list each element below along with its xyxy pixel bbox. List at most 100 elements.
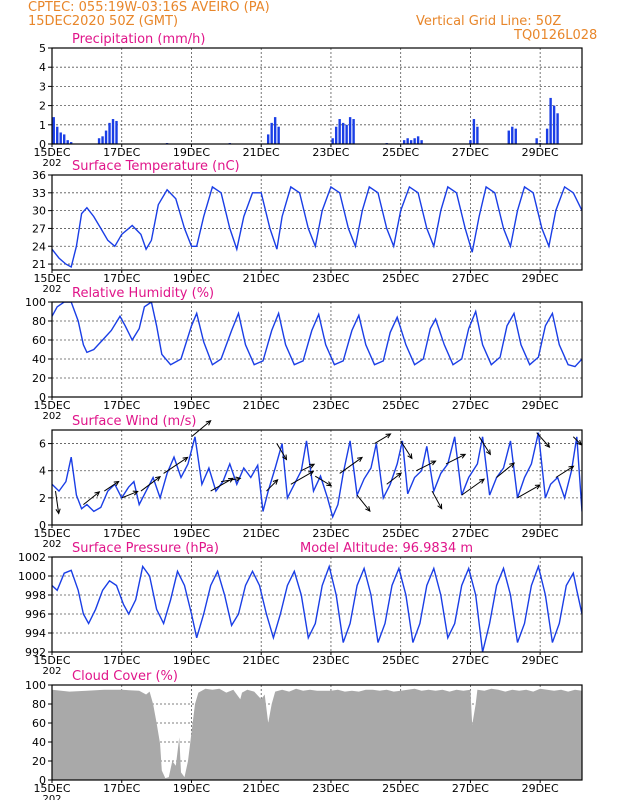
precip-bar (476, 126, 479, 144)
rh-xtick-label: 27DEC (452, 399, 489, 412)
pres-year-fragment: 202 (42, 666, 61, 677)
precip-ytick-label: 0 (39, 138, 46, 151)
wind-arrow-head (357, 456, 363, 463)
precip-bar (104, 130, 108, 144)
temp-xtick-label: 17DEC (103, 272, 140, 285)
wind-xtick-label: 15DEC (33, 527, 70, 540)
cloud-data (52, 688, 582, 780)
cloud-xtick-label: 23DEC (312, 782, 349, 795)
wind-arrow-head (235, 476, 242, 482)
pres-panel (48, 556, 583, 655)
temp-title: Surface Temperature (nC) (72, 159, 240, 174)
temp-xtick-label: 27DEC (452, 272, 489, 285)
precip-bar (277, 126, 280, 144)
wind-year-fragment: 202 (42, 539, 61, 550)
precip-bar (115, 120, 118, 144)
rh-xtick-label: 15DEC (33, 399, 70, 412)
wind-arrow (163, 457, 188, 474)
precip-xtick-label: 21DEC (243, 146, 280, 159)
cloud-xtick-label: 27DEC (452, 782, 489, 795)
precip-bar (108, 122, 111, 144)
rh-xtick-label: 17DEC (103, 399, 140, 412)
wind-arrow-head (430, 460, 437, 466)
cloud-xtick-label: 17DEC (103, 782, 140, 795)
wind-arrow (83, 491, 100, 506)
pres-xtick-label: 21DEC (243, 654, 280, 667)
precip-xtick-label: 15DEC (33, 146, 70, 159)
temp-ytick-label: 36 (32, 169, 46, 182)
precip-bar (66, 140, 69, 144)
precip-bar (266, 134, 270, 144)
precip-ytick-label: 2 (39, 100, 46, 113)
wind-xtick-label: 27DEC (452, 527, 489, 540)
precip-title: Precipitation (mm/h) (72, 32, 205, 47)
precip-bar (97, 138, 101, 144)
pres-xtick-label: 27DEC (452, 654, 489, 667)
header-run-id: TQ0126L028 (514, 28, 598, 43)
wind-arrow-head (326, 481, 333, 487)
wind-arrow-head (385, 433, 392, 439)
precip-bar (420, 140, 423, 144)
wind-ytick-label: 0 (39, 519, 46, 532)
precip-bar (545, 128, 549, 144)
precip-bar (556, 113, 559, 144)
pres-xtick-label: 25DEC (382, 654, 419, 667)
cloud-year-fragment: 202 (42, 794, 61, 800)
cloud-xtick-label: 19DEC (173, 782, 210, 795)
precip-xtick-label: 29DEC (522, 146, 559, 159)
rh-ytick-label: 100 (25, 296, 46, 309)
rh-line (52, 302, 582, 368)
wind-arrow-head (460, 453, 467, 459)
wind-line (52, 432, 582, 520)
temp-ytick-label: 33 (32, 187, 46, 200)
cloud-xtick-label: 29DEC (522, 782, 559, 795)
wind-arrow (572, 436, 582, 446)
wind-panel (48, 420, 583, 528)
cloud-frame (51, 684, 583, 781)
precip-bar (348, 117, 352, 144)
wind-arrow-head (132, 490, 139, 496)
wind-xtick-label: 21DEC (243, 527, 280, 540)
wind-arrow (416, 460, 436, 472)
wind-arrow (191, 420, 211, 438)
precip-bar (406, 138, 409, 144)
wind-arrow (290, 471, 314, 485)
cloud-ytick-label: 80 (32, 698, 46, 711)
precip-panel (48, 47, 583, 147)
precip-xtick-label: 25DEC (382, 146, 419, 159)
precip-bar (413, 138, 416, 144)
precip-bar (469, 140, 472, 144)
wind-arrow-head (509, 462, 516, 468)
header-date: 15DEC2020 50Z (GMT) (28, 14, 179, 29)
wind-xtick-label: 23DEC (312, 527, 349, 540)
precip-bar (273, 117, 277, 144)
precip-data (52, 97, 559, 144)
precip-bar (552, 105, 556, 144)
cloud-xtick-label: 25DEC (382, 782, 419, 795)
wind-arrow (431, 490, 443, 509)
wind-arrow-head (365, 506, 371, 513)
wind-arrow (104, 481, 119, 492)
wind-arrow (536, 432, 550, 448)
wind-title: Surface Wind (m/s) (72, 414, 196, 429)
pres-title: Surface Pressure (hPa) (72, 541, 219, 556)
cloud-title: Cloud Cover (%) (72, 669, 178, 684)
wind-arrow-head (544, 442, 551, 448)
precip-year-fragment: 202 (42, 158, 61, 169)
wind-arrow-head (407, 453, 413, 460)
temp-ytick-label: 27 (32, 222, 46, 235)
temp-xtick-label: 15DEC (33, 272, 70, 285)
cloud-ytick-label: 100 (25, 679, 46, 692)
temp-xtick-label: 19DEC (173, 272, 210, 285)
wind-arrow (221, 477, 241, 483)
wind-arrow-head (485, 449, 491, 456)
wind-data (52, 432, 582, 520)
wind-arrow-head (534, 484, 541, 490)
rh-title: Relative Humidity (%) (72, 286, 214, 301)
pres-data (52, 564, 582, 652)
wind-ytick-label: 6 (39, 438, 46, 451)
rh-xtick-label: 23DEC (312, 399, 349, 412)
precip-bar (549, 97, 552, 144)
cloud-area (52, 688, 582, 780)
wind-arrow-head (309, 463, 316, 469)
